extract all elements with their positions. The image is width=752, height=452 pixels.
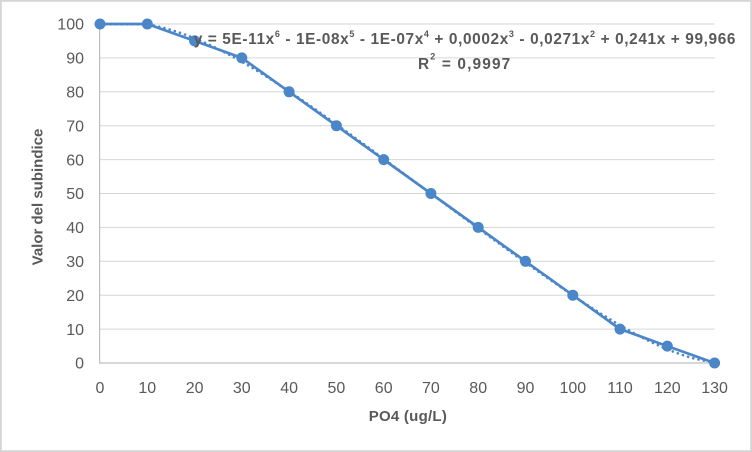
svg-text:y = 5E-11x6 - 1E-08x5 - 1E-07x: y = 5E-11x6 - 1E-08x5 - 1E-07x4 + 0,0002… <box>194 29 736 48</box>
svg-text:30: 30 <box>233 380 251 397</box>
svg-text:60: 60 <box>66 152 84 169</box>
svg-text:Valor del subindice: Valor del subindice <box>30 129 47 266</box>
svg-text:80: 80 <box>469 380 487 397</box>
svg-text:PO4 (ug/L): PO4 (ug/L) <box>369 408 447 425</box>
svg-text:60: 60 <box>375 380 393 397</box>
svg-text:90: 90 <box>66 51 84 68</box>
svg-text:10: 10 <box>138 380 156 397</box>
svg-text:80: 80 <box>66 85 84 102</box>
svg-text:R2 = 0,9997: R2 = 0,9997 <box>418 52 511 73</box>
svg-text:40: 40 <box>280 380 298 397</box>
svg-text:40: 40 <box>66 220 84 237</box>
svg-text:50: 50 <box>328 380 346 397</box>
svg-text:130: 130 <box>701 380 728 397</box>
svg-text:10: 10 <box>66 322 84 339</box>
svg-text:50: 50 <box>66 186 84 203</box>
svg-text:100: 100 <box>559 380 586 397</box>
svg-text:20: 20 <box>186 380 204 397</box>
svg-text:30: 30 <box>66 254 84 271</box>
svg-text:90: 90 <box>517 380 535 397</box>
svg-text:70: 70 <box>66 118 84 135</box>
svg-text:20: 20 <box>66 288 84 305</box>
svg-text:0: 0 <box>96 380 105 397</box>
svg-text:70: 70 <box>422 380 440 397</box>
svg-text:110: 110 <box>607 380 633 397</box>
svg-text:120: 120 <box>654 380 681 397</box>
svg-text:0: 0 <box>75 356 84 373</box>
svg-text:100: 100 <box>57 17 84 34</box>
